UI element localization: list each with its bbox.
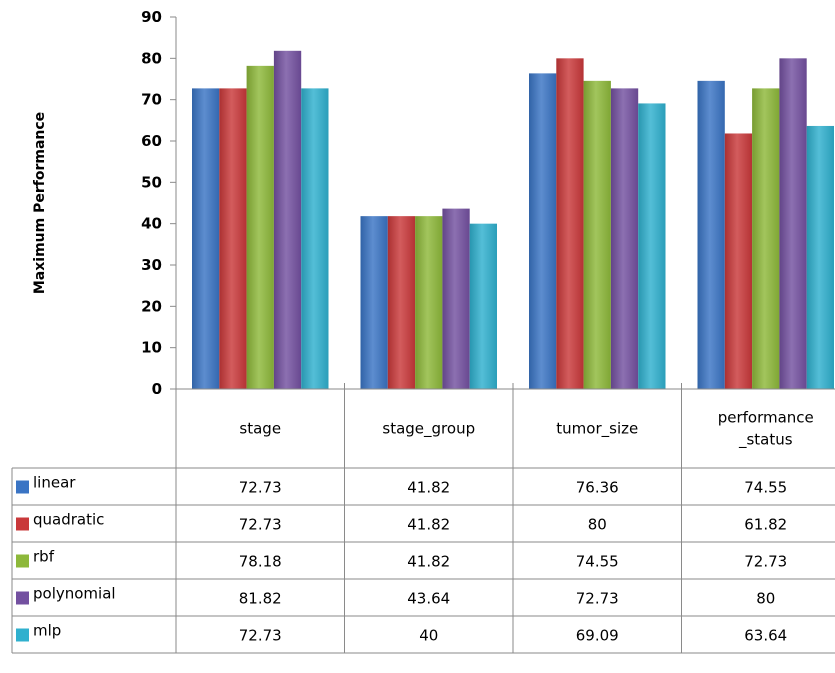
table-cell: 72.73 bbox=[239, 516, 282, 534]
bar-quadratic-0 bbox=[219, 88, 247, 390]
table-cell: 43.64 bbox=[407, 590, 450, 608]
bars bbox=[192, 50, 834, 390]
y-tick-label: 60 bbox=[141, 132, 162, 150]
bar-quadratic-2 bbox=[556, 58, 584, 389]
bar-quadratic-1 bbox=[387, 216, 416, 389]
legend-label-polynomial: polynomial bbox=[33, 585, 116, 603]
table-cell: 80 bbox=[588, 516, 607, 534]
table-cell: 81.82 bbox=[239, 590, 282, 608]
bar-polynomial-3 bbox=[779, 58, 807, 389]
bar-linear-2 bbox=[529, 73, 557, 390]
bar-linear-3 bbox=[697, 80, 725, 390]
category-label: tumor_size bbox=[556, 420, 638, 439]
bar-linear-0 bbox=[192, 88, 220, 390]
table-cell: 76.36 bbox=[576, 479, 619, 497]
table-cell: 61.82 bbox=[744, 516, 787, 534]
table-cell: 41.82 bbox=[407, 479, 450, 497]
y-tick-label: 50 bbox=[141, 173, 162, 191]
bar-mlp-3 bbox=[806, 125, 834, 390]
table-cell: 41.82 bbox=[407, 553, 450, 571]
bar-quadratic-3 bbox=[724, 133, 753, 389]
legend-swatch-rbf bbox=[16, 554, 29, 568]
bar-linear-1 bbox=[360, 216, 388, 389]
category-label: performance _status bbox=[718, 409, 814, 450]
y-tick-label: 20 bbox=[141, 297, 162, 315]
legend-swatch-linear bbox=[16, 480, 29, 494]
bar-polynomial-0 bbox=[273, 50, 302, 389]
category-label: stage bbox=[239, 420, 281, 438]
legend-label-rbf: rbf bbox=[33, 548, 55, 566]
table-cell: 69.09 bbox=[576, 627, 619, 645]
bar-rbf-1 bbox=[415, 216, 443, 389]
table-cell: 74.55 bbox=[576, 553, 619, 571]
y-tick-label: 10 bbox=[141, 339, 162, 357]
y-axis: 0 10 20 30 40 50 60 70 80 90 bbox=[141, 8, 177, 398]
bar-polynomial-1 bbox=[442, 208, 470, 389]
y-tick-label: 80 bbox=[141, 49, 162, 67]
table-cell: 72.73 bbox=[576, 590, 619, 608]
bar-mlp-1 bbox=[469, 223, 497, 389]
category-label: stage_group bbox=[382, 420, 475, 439]
table-cell: 74.55 bbox=[744, 479, 787, 497]
bar-polynomial-2 bbox=[610, 88, 639, 390]
y-tick-label: 90 bbox=[141, 8, 162, 26]
data-table: stage stage_group tumor_size performance _st… bbox=[11, 383, 835, 654]
table-cell: 72.73 bbox=[239, 479, 282, 497]
legend-swatch-polynomial bbox=[16, 591, 29, 605]
bar-mlp-2 bbox=[638, 103, 666, 389]
y-tick-label: 0 bbox=[152, 380, 162, 398]
bar-rbf-3 bbox=[752, 88, 780, 390]
table-cell: 80 bbox=[756, 590, 775, 608]
bar-rbf-0 bbox=[246, 65, 274, 389]
legend-label-mlp: mlp bbox=[33, 622, 61, 640]
table-cell: 63.64 bbox=[744, 627, 787, 645]
y-tick-label: 70 bbox=[141, 91, 162, 109]
table-cell: 72.73 bbox=[239, 627, 282, 645]
table-cell: 41.82 bbox=[407, 516, 450, 534]
legend-label-linear: linear bbox=[33, 474, 76, 492]
legend-swatch-quadratic bbox=[16, 517, 29, 531]
legend-label-quadratic: quadratic bbox=[33, 511, 104, 529]
table-cell: 40 bbox=[419, 627, 438, 645]
table-cell: 72.73 bbox=[744, 553, 787, 571]
y-tick-label: 30 bbox=[141, 256, 162, 274]
bar-rbf-2 bbox=[583, 80, 611, 390]
legend-swatch-mlp bbox=[16, 628, 29, 642]
y-tick-label: 40 bbox=[141, 215, 162, 233]
bar-mlp-0 bbox=[301, 88, 329, 390]
y-axis-label: Maximum Performance bbox=[32, 112, 48, 294]
table-cell: 78.18 bbox=[239, 553, 282, 571]
